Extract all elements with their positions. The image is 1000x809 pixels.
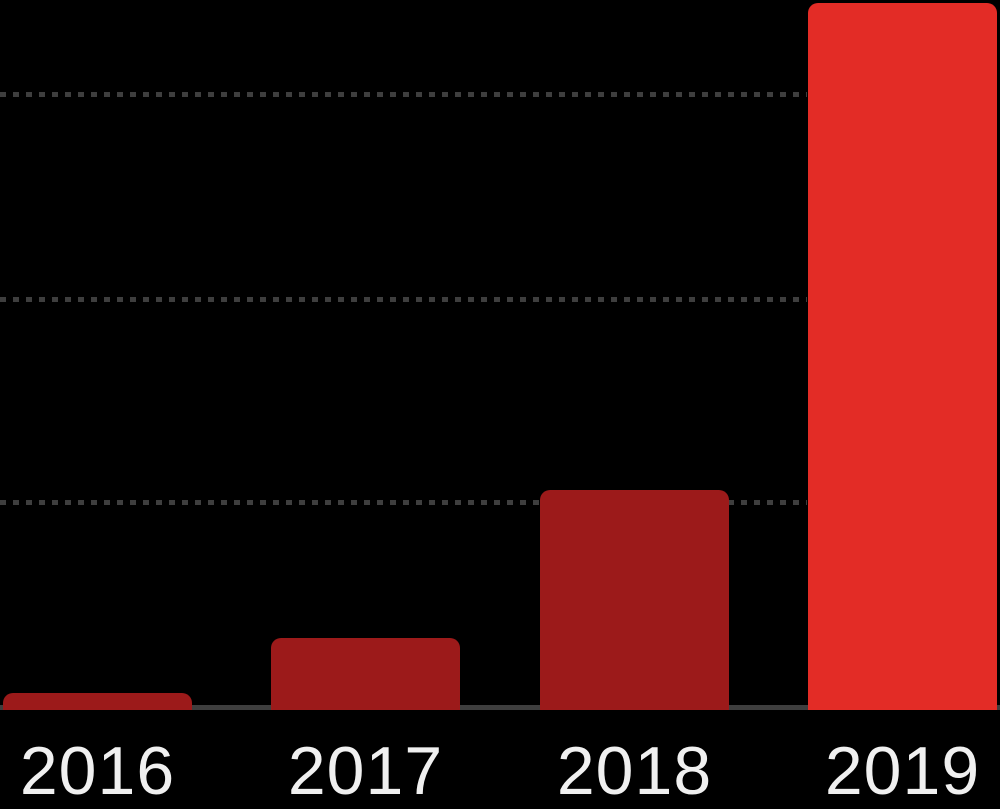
x-axis-label-2016: 2016 (19, 733, 176, 809)
x-axis-label-2019: 2019 (824, 733, 981, 809)
gridline (0, 92, 807, 98)
bar-2017 (271, 637, 460, 710)
gridline (0, 500, 807, 506)
x-axis-line (0, 705, 1000, 710)
bar-2018 (540, 490, 729, 710)
bar-2019 (808, 3, 997, 710)
gridline (0, 297, 807, 303)
x-axis-label-2017: 2017 (287, 733, 444, 809)
x-axis-label-2018: 2018 (556, 733, 713, 809)
bar-2016 (3, 693, 192, 710)
